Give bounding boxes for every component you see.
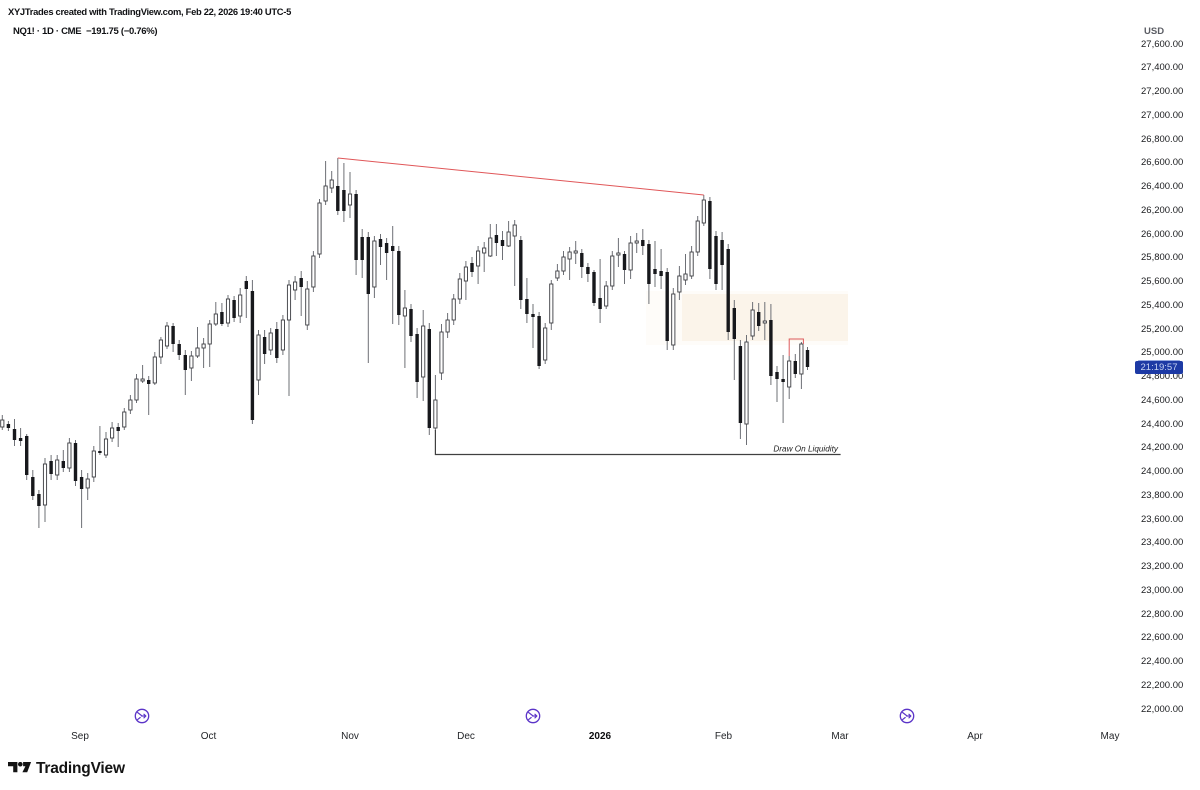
svg-text:Draw On Liquidity: Draw On Liquidity: [773, 445, 839, 454]
